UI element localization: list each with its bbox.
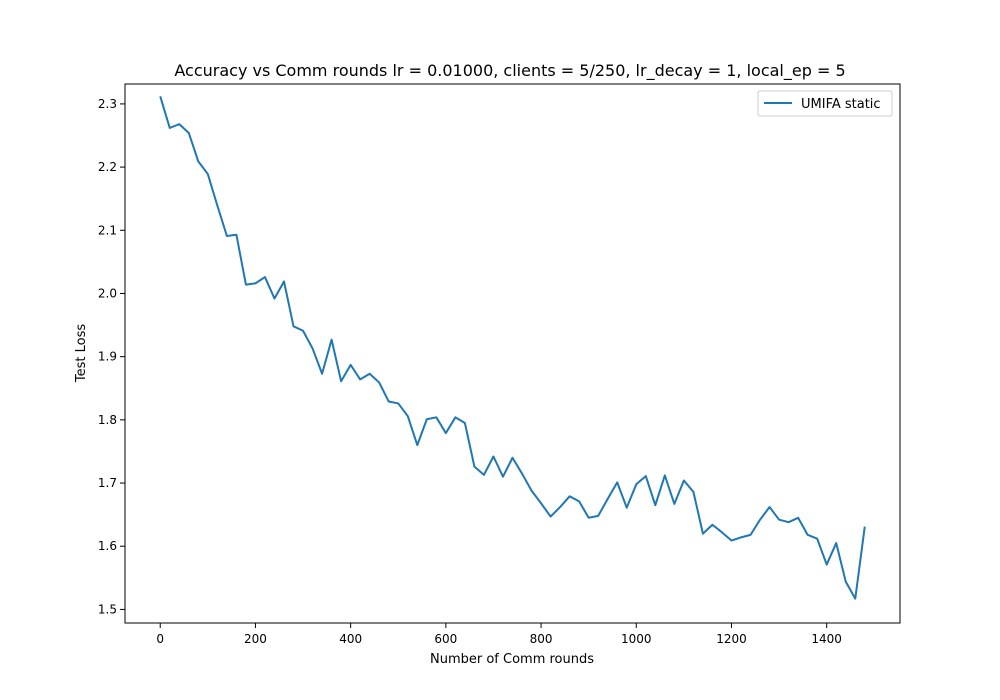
plot-area-frame xyxy=(124,83,901,624)
legend-label: UMIFA static xyxy=(801,97,881,112)
y-tick-label: 1.8 xyxy=(98,413,117,427)
x-tick-label: 400 xyxy=(339,632,362,646)
chart-title: Accuracy vs Comm rounds lr = 0.01000, cl… xyxy=(174,61,845,81)
y-tick-label: 2.1 xyxy=(98,223,117,237)
series-line-umifa-static xyxy=(159,96,866,600)
y-tick-label: 1.5 xyxy=(98,602,117,616)
legend: UMIFA static xyxy=(757,90,893,117)
x-tick-label: 600 xyxy=(434,632,457,646)
y-tick-label: 2.2 xyxy=(98,160,117,174)
x-tick-label: 0 xyxy=(156,632,164,646)
y-tick-label: 1.6 xyxy=(98,539,117,553)
x-axis-ticks: 0 200 400 600 800 1000 1200 1400 xyxy=(156,623,842,646)
y-tick-label: 1.9 xyxy=(98,350,117,364)
x-tick-label: 1000 xyxy=(621,632,652,646)
x-tick-label: 800 xyxy=(530,632,553,646)
x-tick-label: 1200 xyxy=(716,632,747,646)
y-axis-ticks: 1.5 1.6 1.7 1.8 1.9 2.0 2.1 2.2 2.3 xyxy=(98,97,125,616)
legend-box xyxy=(757,90,893,117)
series-layer xyxy=(159,96,866,600)
x-tick-label: 200 xyxy=(244,632,267,646)
y-tick-label: 2.3 xyxy=(98,97,117,111)
y-axis-label: Test Loss xyxy=(74,324,89,383)
x-axis-label: Number of Comm rounds xyxy=(430,652,594,667)
y-tick-label: 2.0 xyxy=(98,286,117,300)
x-tick-label: 1400 xyxy=(811,632,842,646)
y-tick-label: 1.7 xyxy=(98,476,117,490)
